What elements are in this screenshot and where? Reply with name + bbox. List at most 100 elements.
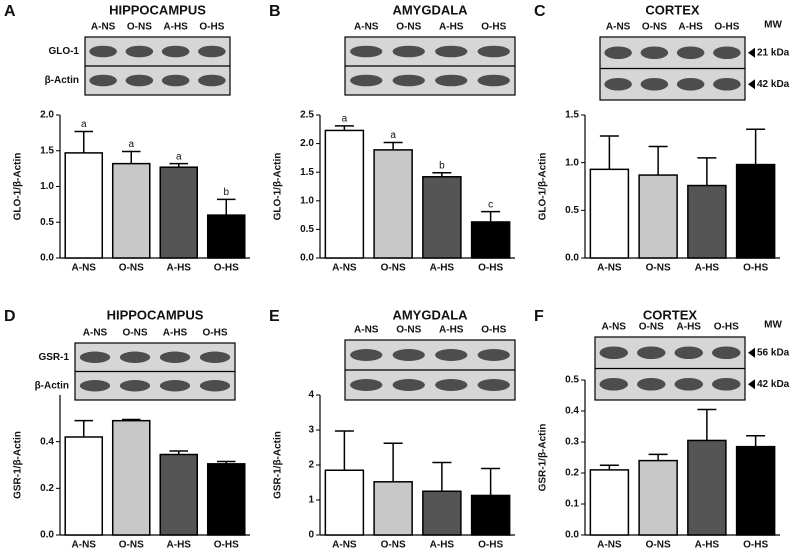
- x-tick-label: A-HS: [695, 540, 720, 551]
- y-tick-label: 0.2: [40, 483, 54, 494]
- blot-band: [392, 349, 425, 361]
- bar: [64, 436, 104, 536]
- bar: [111, 419, 151, 536]
- lane-label: A-NS: [354, 22, 379, 33]
- blot-band: [119, 351, 151, 363]
- lane-label: A-NS: [606, 22, 631, 33]
- blot-band: [713, 46, 741, 60]
- marker-label: 42 kDa: [757, 379, 790, 390]
- blot-band: [477, 45, 510, 58]
- blot-band: [674, 377, 703, 391]
- blot-band: [435, 45, 468, 58]
- blot-band: [159, 380, 191, 392]
- y-tick-label: 2.5: [300, 110, 314, 121]
- marker-arrow: [748, 79, 755, 90]
- blot-band: [392, 45, 425, 58]
- y-tick-label: 1.5: [565, 110, 579, 121]
- blot-band: [674, 346, 703, 360]
- bar: [206, 463, 246, 536]
- lane-label: A-HS: [163, 22, 188, 33]
- x-tick-label: O-NS: [119, 540, 144, 551]
- lane-label: A-HS: [163, 328, 188, 339]
- lane-label: O-HS: [199, 22, 224, 33]
- blot-band: [713, 77, 741, 91]
- y-tick-label: 3: [308, 425, 314, 436]
- y-axis-label: GLO-1/β-Actin: [13, 153, 24, 221]
- bar: [687, 439, 727, 536]
- x-tick-label: A-HS: [430, 263, 455, 274]
- blot-row-label: GLO-1: [48, 46, 79, 57]
- marker-label: 42 kDa: [757, 79, 790, 90]
- x-tick-label: A-HS: [695, 263, 720, 274]
- panel-label: B: [269, 3, 281, 20]
- blot-band: [199, 351, 231, 363]
- blot-band: [199, 380, 231, 392]
- y-tick-label: 0.4: [40, 436, 54, 447]
- blot-band: [79, 351, 111, 363]
- marker-arrow: [748, 347, 755, 358]
- lane-label: O-NS: [127, 22, 152, 33]
- blot-band: [637, 346, 666, 360]
- lane-label: A-NS: [91, 22, 116, 33]
- x-tick-label: O-HS: [743, 540, 768, 551]
- bar: [206, 214, 246, 259]
- y-tick-label: 0.3: [565, 437, 579, 448]
- bar: [422, 490, 462, 536]
- y-tick-label: 4: [308, 390, 314, 401]
- blot-band: [477, 74, 510, 87]
- y-tick-label: 0.4: [565, 406, 579, 417]
- blot-row-label: β-Actin: [35, 380, 69, 391]
- panel-label: D: [4, 308, 16, 325]
- y-tick-label: 0.5: [40, 217, 54, 228]
- y-tick-label: 0.0: [300, 253, 314, 264]
- lane-label: O-NS: [396, 325, 421, 336]
- blot-band: [350, 379, 383, 391]
- y-tick-label: 1.5: [40, 145, 54, 156]
- bar: [373, 481, 413, 536]
- bar: [111, 162, 151, 259]
- bar: [470, 221, 511, 259]
- blot-band: [604, 77, 632, 91]
- marker-arrow: [748, 47, 755, 58]
- significance-label: a: [390, 130, 396, 141]
- y-tick-label: 1.0: [40, 181, 54, 192]
- x-tick-label: A-NS: [332, 540, 357, 551]
- marker-label: 21 kDa: [757, 47, 790, 58]
- panel-title: HIPPOCAMPUS: [109, 2, 206, 17]
- blot-band: [89, 45, 117, 58]
- marker-label: 56 kDa: [757, 347, 790, 358]
- x-tick-label: A-NS: [72, 263, 97, 274]
- panel-title: AMYGDALA: [392, 2, 468, 17]
- bar: [64, 152, 104, 259]
- blot-band: [640, 77, 669, 91]
- y-axis-label: GSR-1/β-Actin: [538, 424, 549, 492]
- significance-label: c: [488, 199, 493, 210]
- panel-title: HIPPOCAMPUS: [107, 307, 204, 322]
- y-tick-label: 1.0: [565, 157, 579, 168]
- panel-label: C: [534, 3, 546, 20]
- panel-title: AMYGDALA: [392, 307, 468, 322]
- blot-band: [477, 379, 510, 391]
- lane-label: A-NS: [83, 328, 108, 339]
- blot-row-label: β-Actin: [45, 75, 79, 86]
- lane-label: O-HS: [203, 328, 228, 339]
- blot-band: [637, 377, 666, 391]
- panel-label: E: [269, 308, 280, 325]
- x-tick-label: O-HS: [478, 263, 503, 274]
- panel-title: CORTEX: [645, 2, 700, 17]
- blot-band: [161, 45, 190, 58]
- lane-label: A-HS: [439, 325, 464, 336]
- bar: [638, 174, 678, 259]
- blot-band: [676, 77, 705, 91]
- bar: [373, 149, 413, 259]
- bar: [324, 129, 365, 259]
- y-tick-label: 1.5: [300, 167, 314, 178]
- y-tick-label: 0.1: [565, 499, 579, 510]
- lane-label: O-NS: [642, 22, 667, 33]
- significance-label: b: [439, 160, 445, 171]
- y-tick-label: 2.0: [40, 110, 54, 121]
- x-tick-label: O-HS: [743, 263, 768, 274]
- blot-band: [198, 45, 226, 58]
- y-axis-label: GLO-1/β-Actin: [273, 153, 284, 221]
- x-tick-label: A-NS: [332, 263, 357, 274]
